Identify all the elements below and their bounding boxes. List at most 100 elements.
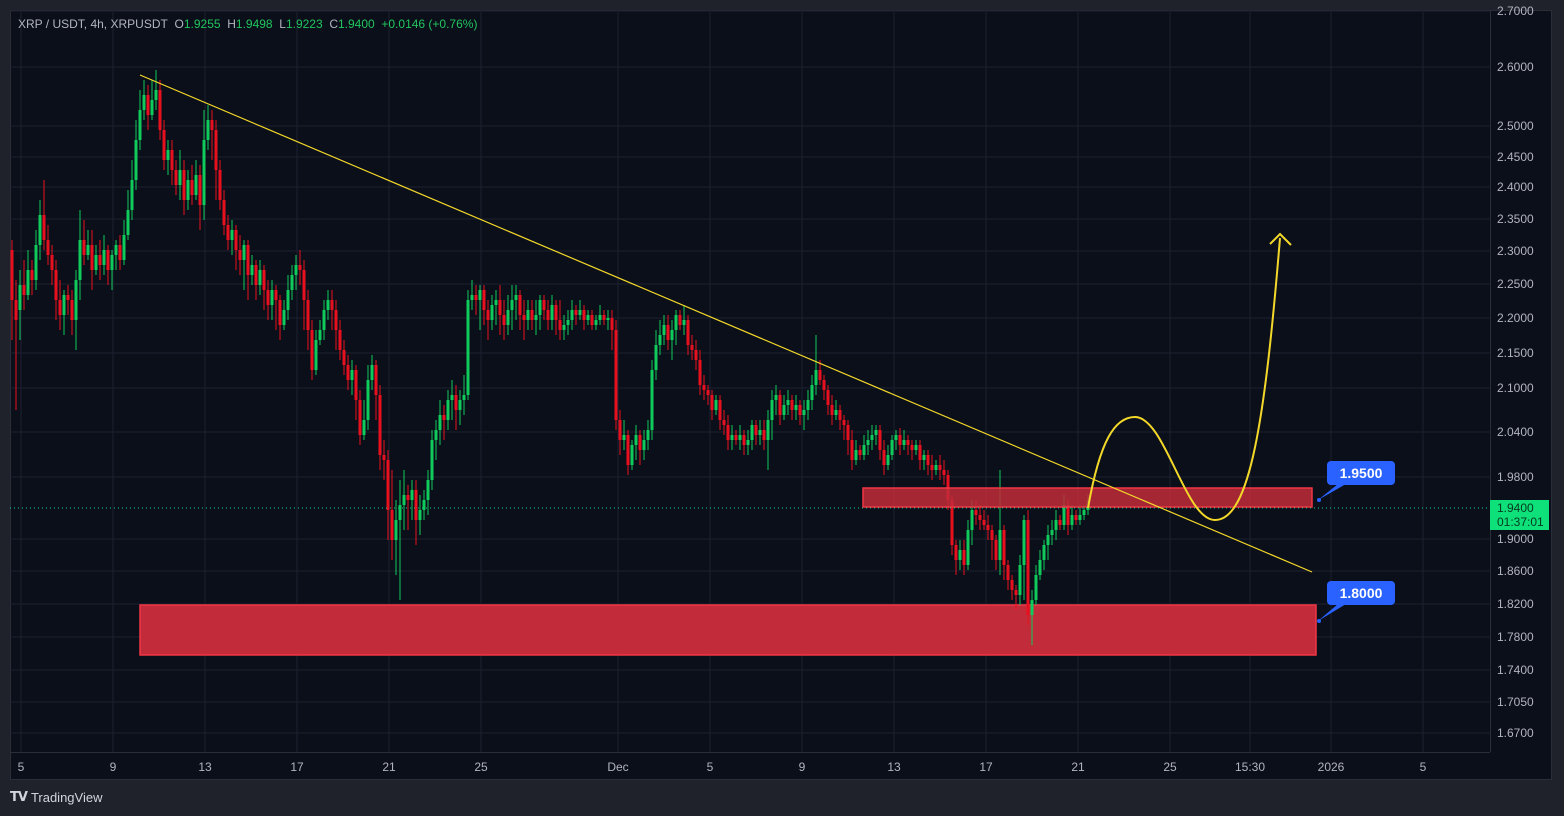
candle-body [574,310,578,315]
candle-body [438,415,442,430]
callout-resistance-1-95[interactable]: 1.9500 [1327,461,1395,485]
candle-body [714,400,718,410]
time-tick-label: 25 [1163,760,1177,774]
candle-body [142,95,146,110]
candle-body [886,455,890,465]
price-tick-label: 2.7000 [1497,4,1534,18]
candle-body [294,265,298,275]
descending-trendline[interactable] [139,74,1313,573]
candle-body [222,200,226,225]
candle-body [1002,530,1006,565]
candle-body [242,245,246,260]
candle-body [846,425,850,440]
candle-body [158,90,162,130]
open-label: O [174,17,184,31]
projection-path[interactable] [1087,237,1281,522]
candle-body [558,320,562,330]
candle-body [1030,600,1034,615]
candle-body [990,530,994,540]
candle-body [850,440,854,460]
candle-body [398,505,402,520]
candle-body [266,290,270,305]
time-axis[interactable] [10,752,1490,781]
candle-body [70,300,74,320]
candle-body [182,170,186,200]
candle-body [86,245,90,255]
candle-body [378,395,382,455]
time-tick-label: 15:30 [1234,760,1266,774]
candle-body [162,130,166,160]
callout-support-1-80[interactable]: 1.8000 [1327,581,1395,605]
price-axis[interactable] [1490,10,1553,752]
candle-body [702,385,706,390]
candle-body [670,330,674,340]
candle-body [642,440,646,450]
change-value: +0.0146 (+0.76%) [381,17,478,31]
candle-body [626,435,630,465]
time-tick-label: 17 [979,760,993,774]
candle-body [522,315,526,320]
candle-body [586,315,590,320]
last-price-badge: 1.9400 01:37:01 [1490,500,1549,530]
candle-body [1026,520,1030,615]
candle-body [366,380,370,420]
candle-body [910,445,914,450]
support-zone[interactable] [139,604,1317,656]
candle-body [502,315,506,325]
candle-body [630,445,634,465]
time-tick-label: 2026 [1317,760,1345,774]
candle-body [590,315,594,325]
resistance-zone[interactable] [862,487,1313,508]
candle-body [978,515,982,520]
candle-body [282,310,286,325]
callout-anchor [1317,498,1321,502]
candle-body [286,290,290,310]
symbol-title: XRP / USDT, 4h, XRPUSDT [18,17,168,31]
candle-body [666,325,670,340]
candle-body [446,400,450,420]
candle-body [426,480,430,500]
candle-body [374,365,378,395]
candle-body [298,265,302,270]
tradingview-brand[interactable]: TV TradingView [10,790,102,805]
candle-body [922,455,926,460]
candle-body [110,255,114,270]
candle-body [614,330,618,420]
candle-body [510,300,514,310]
candle-body [22,285,26,295]
candle-body [250,265,254,275]
candle-body [1070,515,1074,525]
candle-body [998,530,1002,560]
candle-body [482,290,486,310]
candle-body [618,420,622,440]
candle-body [50,255,54,270]
candle-body [898,435,902,445]
candle-body [782,405,786,415]
candle-body [802,410,806,415]
candle-body [234,230,238,250]
candle-body [862,445,866,455]
candle-body [450,395,454,400]
candle-body [74,280,78,320]
price-tick-label: 2.2500 [1497,277,1534,291]
candle-body [806,400,810,410]
candle-body [254,265,258,285]
candle-body [358,400,362,435]
candle-body [354,370,358,400]
candle-body [402,495,406,505]
candle-body [578,310,582,315]
candle-body [386,460,390,510]
candle-body [650,370,654,430]
candle-body [838,410,842,420]
candle-body [1038,560,1042,575]
candle-body [970,510,974,530]
chart-plot-area[interactable] [10,10,1490,752]
candle-body [762,430,766,440]
candle-body [718,400,722,420]
candle-body [490,305,494,320]
candle-body [114,245,118,255]
candle-body [1010,580,1014,590]
candle-body [458,400,462,410]
candle-body [678,315,682,325]
candle-body [754,425,758,435]
